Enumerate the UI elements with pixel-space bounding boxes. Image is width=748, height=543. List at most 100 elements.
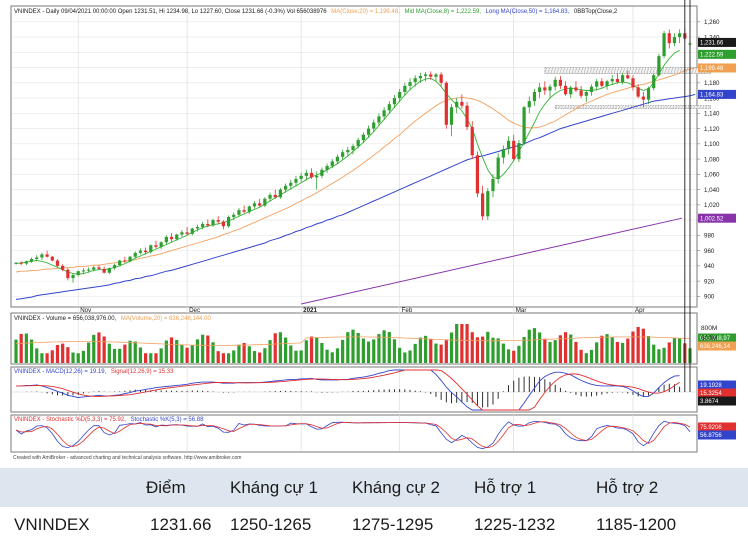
header-bbtop: 0BBTop(Close,2 xyxy=(574,9,618,15)
volume-bar xyxy=(309,336,314,363)
volume-bar xyxy=(475,337,480,363)
support-zone-hatch xyxy=(614,105,618,109)
resistance-zone-hatch xyxy=(544,67,548,74)
volume-bar xyxy=(636,327,640,363)
support-zone-hatch xyxy=(626,105,630,109)
candle-body xyxy=(506,140,511,150)
support-zone-hatch xyxy=(620,105,624,109)
volume-bar xyxy=(610,337,614,363)
candle-body xyxy=(434,74,438,77)
value-khang-cu-2: 1275-1295 xyxy=(352,515,434,534)
candle-body xyxy=(169,236,174,240)
value-ho-tro-1: 1225-1232 xyxy=(474,515,556,534)
candle-body xyxy=(626,75,630,79)
volume-bar xyxy=(569,334,573,363)
volume-bar xyxy=(558,335,562,363)
candle-body xyxy=(330,161,334,166)
support-zone-hatch xyxy=(560,105,564,109)
candle-body xyxy=(232,214,236,218)
volume-bar xyxy=(61,343,65,363)
candle-body xyxy=(112,265,117,269)
volume-bar xyxy=(418,337,423,363)
support-zone-hatch xyxy=(596,105,600,109)
candle-body xyxy=(24,261,28,264)
volume-bar xyxy=(449,332,454,363)
volume-bar xyxy=(320,343,324,363)
volume-bar xyxy=(657,349,661,363)
support-zone-hatch xyxy=(686,105,690,109)
volume-bar xyxy=(548,342,552,363)
volume-bar xyxy=(175,339,179,363)
support-zone-hatch xyxy=(587,105,591,109)
candle-body xyxy=(268,194,272,199)
volume-bar xyxy=(164,340,168,363)
support-zone-hatch xyxy=(644,105,648,109)
candle-body xyxy=(636,87,640,97)
y-tick-label: 980 xyxy=(704,233,715,240)
volume-bar xyxy=(444,340,448,363)
volume-bar xyxy=(289,345,293,363)
resistance-zone-hatch xyxy=(556,67,560,74)
candle-body xyxy=(398,91,402,99)
volume-bar xyxy=(221,353,225,363)
volume-bar xyxy=(247,346,251,363)
support-zone-hatch xyxy=(572,105,576,109)
resistance-zone-hatch xyxy=(565,67,569,74)
candle-body xyxy=(496,157,500,179)
candle-body xyxy=(372,122,376,129)
resistance-zone-hatch xyxy=(676,67,680,74)
y-tick-label: 940 xyxy=(704,263,715,270)
volume-bar xyxy=(481,336,485,363)
header-ma-mid: Mid MA(Close,8) = 1,222.59, xyxy=(404,9,481,15)
volume-bar xyxy=(615,341,620,363)
candle-body xyxy=(289,182,293,186)
volume-bar xyxy=(626,338,630,363)
candle-body xyxy=(315,175,319,178)
volume-tick-800m: 800M xyxy=(701,325,717,332)
y-tick-label: 1,080 xyxy=(704,156,720,163)
volume-bar xyxy=(201,334,205,363)
candle-body xyxy=(600,81,604,86)
candle-body xyxy=(50,256,54,261)
stochastic-d-value-tag-bg xyxy=(698,422,736,432)
support-zone-hatch xyxy=(590,105,594,109)
y-tick-label: 960 xyxy=(704,248,715,255)
resistance-zone-hatch xyxy=(598,67,602,74)
candle-body xyxy=(569,87,573,95)
value-diem: 1231.66 xyxy=(150,515,212,534)
volume-bar xyxy=(258,352,262,363)
candle-body xyxy=(216,220,220,222)
y-tick-label: 1,140 xyxy=(704,111,720,118)
volume-bar xyxy=(66,347,70,363)
candle-body xyxy=(392,98,397,105)
value-khang-cu-1: 1250-1265 xyxy=(230,515,312,534)
candle-body xyxy=(221,221,225,227)
candle-body xyxy=(444,82,448,125)
macd-value-tag: 19.1928 xyxy=(700,383,722,389)
volume-bar xyxy=(278,332,283,363)
volume-bar xyxy=(55,345,60,363)
volume-bar xyxy=(283,337,288,363)
volume-bar xyxy=(107,343,111,363)
price-header: VNINDEX - Daily 09/04/2021 00:00:00 Open… xyxy=(14,9,618,15)
row-name: VNINDEX xyxy=(14,515,90,534)
support-zone-hatch xyxy=(689,105,693,109)
price-panel xyxy=(10,5,698,308)
candle-body xyxy=(491,178,495,192)
candle-body xyxy=(346,149,350,153)
resistance-zone-hatch xyxy=(640,67,644,74)
volume-bar xyxy=(595,342,599,363)
resistance-zone-hatch xyxy=(661,67,665,74)
footer-credit: Created with AmiBroker - advanced charti… xyxy=(13,455,241,461)
candle-body xyxy=(553,79,557,87)
stochastic-d-value-tag: 75.9206 xyxy=(700,425,722,431)
candle-body xyxy=(335,156,340,162)
volume-bar xyxy=(486,331,490,363)
candle-body xyxy=(672,37,677,44)
volume-bar xyxy=(652,344,656,363)
price-value-tag: 1,222.59 xyxy=(700,53,724,59)
candle-body xyxy=(558,79,562,86)
candle-body xyxy=(481,193,485,217)
resistance-zone-hatch xyxy=(625,67,629,74)
candle-body xyxy=(678,33,682,38)
